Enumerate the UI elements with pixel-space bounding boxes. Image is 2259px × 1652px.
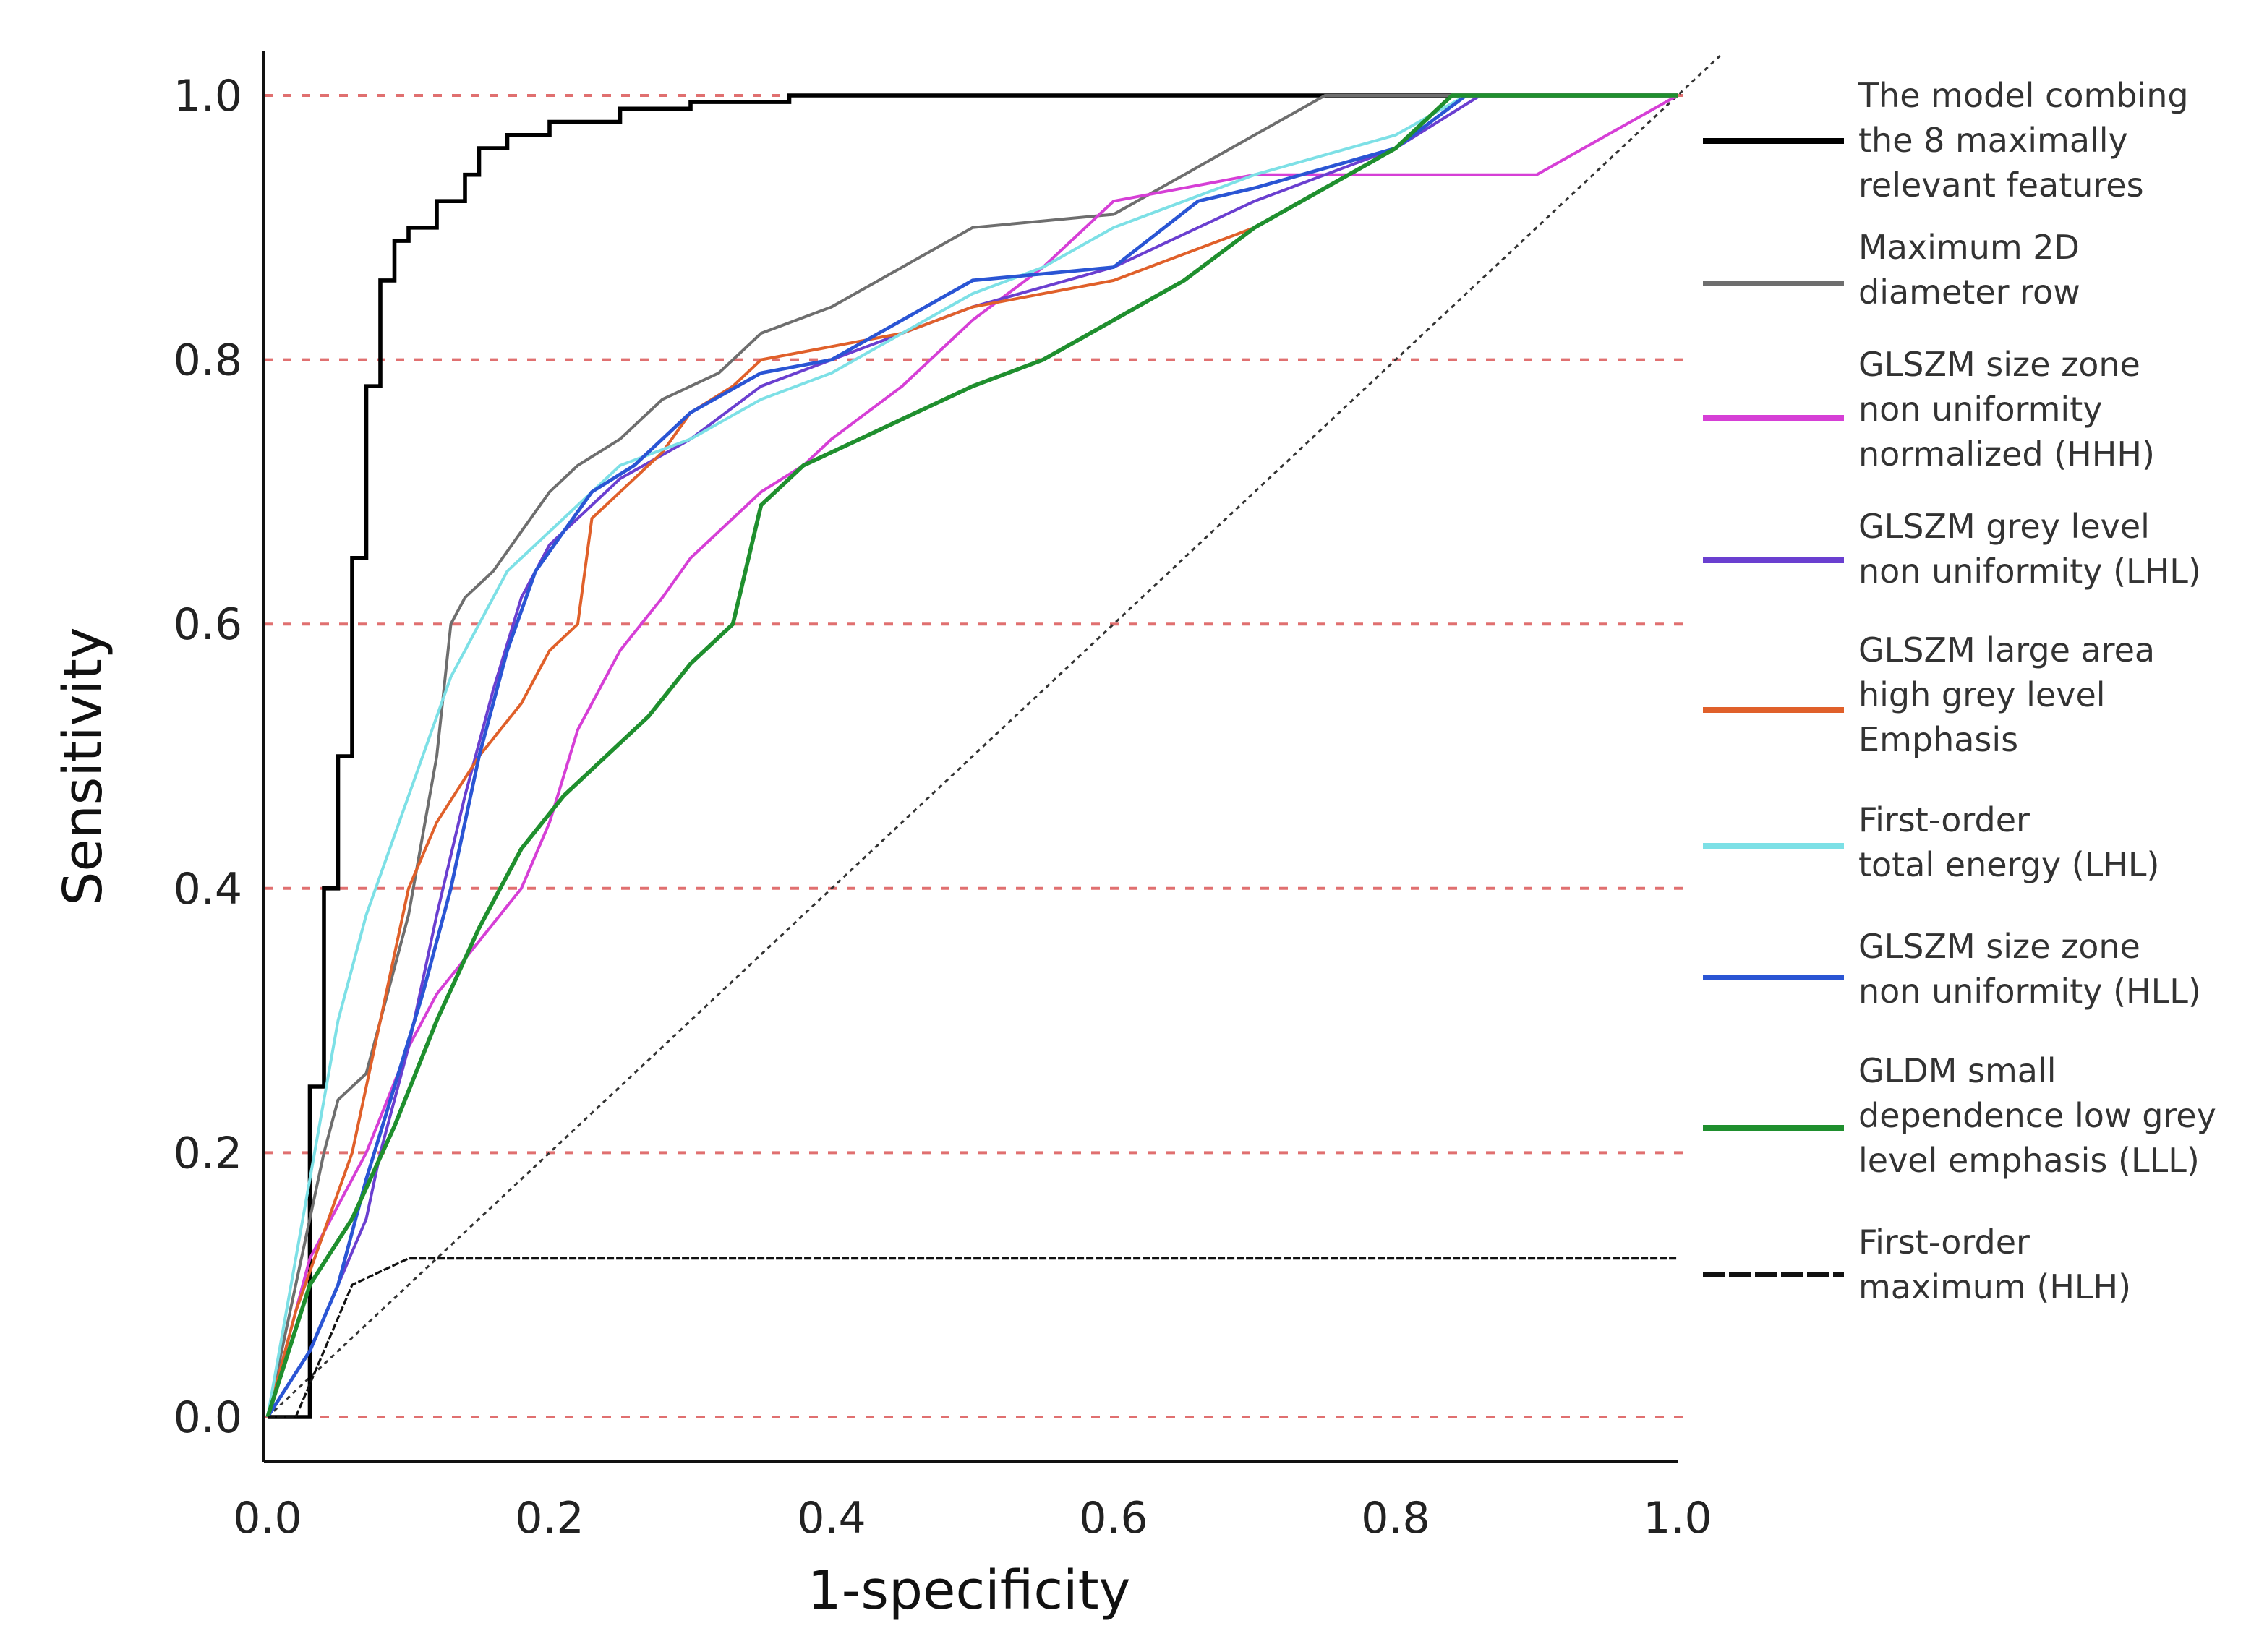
legend-label-line: relevant features xyxy=(1858,166,2144,205)
legend-label-6: GLSZM size zone non uniformity (HLL) xyxy=(1858,927,2201,1011)
legend-entry-5: First-order total energy (LHL) xyxy=(1703,800,2159,884)
series-line-7 xyxy=(265,93,1678,1418)
x-tick-label-0: 0.0 xyxy=(233,1493,302,1544)
legend-label-line: non uniformity (HLL) xyxy=(1858,972,2201,1011)
legend-label-2: GLSZM size zone non uniformity normalized … xyxy=(1858,345,2155,474)
series-line-6 xyxy=(265,93,1678,1418)
x-tick-label-2: 0.4 xyxy=(797,1493,866,1544)
legend-entry-8: First-order maximum (HLH) xyxy=(1703,1223,2131,1306)
series-lines xyxy=(265,93,1678,1419)
series-line-5 xyxy=(266,94,1678,1418)
y-tick-label-5: 1.0 xyxy=(174,71,242,121)
legend-entry-3: GLSZM grey level non uniformity (LHL) xyxy=(1703,507,2201,591)
axes xyxy=(262,51,1678,1463)
y-axis-title: Sensitivity xyxy=(52,627,114,905)
legend-label-line: non uniformity (LHL) xyxy=(1858,552,2201,591)
series-line-4 xyxy=(266,94,1678,1418)
legend-entry-6: GLSZM size zone non uniformity (HLL) xyxy=(1703,927,2201,1011)
legend: The model combing the 8 maximally relevant… xyxy=(1703,76,2216,1306)
legend-label-1: Maximum 2D diameter row xyxy=(1858,228,2080,312)
legend-label-line: dependence low grey xyxy=(1858,1096,2216,1135)
legend-label-line: The model combing xyxy=(1858,76,2189,115)
legend-entry-2: GLSZM size zone non uniformity normalized … xyxy=(1703,345,2155,474)
legend-label-line: maximum (HLH) xyxy=(1858,1267,2131,1306)
legend-label-line: Emphasis xyxy=(1858,720,2018,759)
tick-labels: 0.0 0.2 0.4 0.6 0.8 1.0 0.0 0.2 0.4 0.6 0.8 1.0 xyxy=(174,71,1712,1544)
legend-entry-4: GLSZM large area high grey level Emphasis xyxy=(1703,630,2155,759)
legend-label-line: the 8 maximally xyxy=(1858,121,2128,160)
legend-label-line: First-order xyxy=(1858,1223,2030,1262)
x-tick-label-1: 0.2 xyxy=(515,1493,584,1544)
reference-diagonal-line xyxy=(266,55,1721,1418)
legend-label-8: First-order maximum (HLH) xyxy=(1858,1223,2131,1306)
legend-label-line: GLSZM grey level xyxy=(1858,507,2150,546)
legend-label-5: First-order total energy (LHL) xyxy=(1858,800,2159,884)
legend-label-line: GLSZM size zone xyxy=(1858,345,2140,384)
legend-label-line: non uniformity xyxy=(1858,390,2102,429)
x-tick-label-5: 1.0 xyxy=(1643,1493,1712,1544)
x-axis-title: 1-specificity xyxy=(808,1559,1131,1622)
legend-entry-7: GLDM small dependence low grey level empha… xyxy=(1703,1051,2216,1180)
legend-label-3: GLSZM grey level non uniformity (LHL) xyxy=(1858,507,2201,591)
legend-label-line: GLSZM large area xyxy=(1858,630,2155,669)
series-line-8 xyxy=(268,1257,1678,1418)
legend-label-line: normalized (HHH) xyxy=(1858,435,2155,474)
legend-label-line: First-order xyxy=(1858,800,2030,839)
legend-label-line: level emphasis (LLL) xyxy=(1858,1141,2200,1180)
y-tick-label-3: 0.6 xyxy=(174,599,242,650)
legend-label-line: Maximum 2D xyxy=(1858,228,2080,267)
y-tick-label-1: 0.2 xyxy=(174,1128,242,1178)
y-tick-label-0: 0.0 xyxy=(174,1392,242,1443)
legend-label-4: GLSZM large area high grey level Emphasis xyxy=(1858,630,2155,759)
series-line-0 xyxy=(268,93,1678,1419)
legend-entry-1: Maximum 2D diameter row xyxy=(1703,228,2080,312)
legend-label-7: GLDM small dependence low grey level empha… xyxy=(1858,1051,2216,1180)
legend-label-line: total energy (LHL) xyxy=(1858,845,2159,884)
y-tick-label-2: 0.4 xyxy=(174,864,242,915)
legend-label-line: diameter row xyxy=(1858,273,2080,312)
legend-label-line: GLSZM size zone xyxy=(1858,927,2140,966)
x-tick-label-4: 0.8 xyxy=(1361,1493,1430,1544)
y-tick-label-4: 0.8 xyxy=(174,335,242,386)
x-tick-label-3: 0.6 xyxy=(1079,1493,1148,1544)
legend-label-line: high grey level xyxy=(1858,675,2106,714)
legend-entry-0: The model combing the 8 maximally relevant… xyxy=(1703,76,2189,205)
legend-label-0: The model combing the 8 maximally relevant… xyxy=(1858,76,2189,205)
legend-label-line: GLDM small xyxy=(1858,1051,2057,1090)
